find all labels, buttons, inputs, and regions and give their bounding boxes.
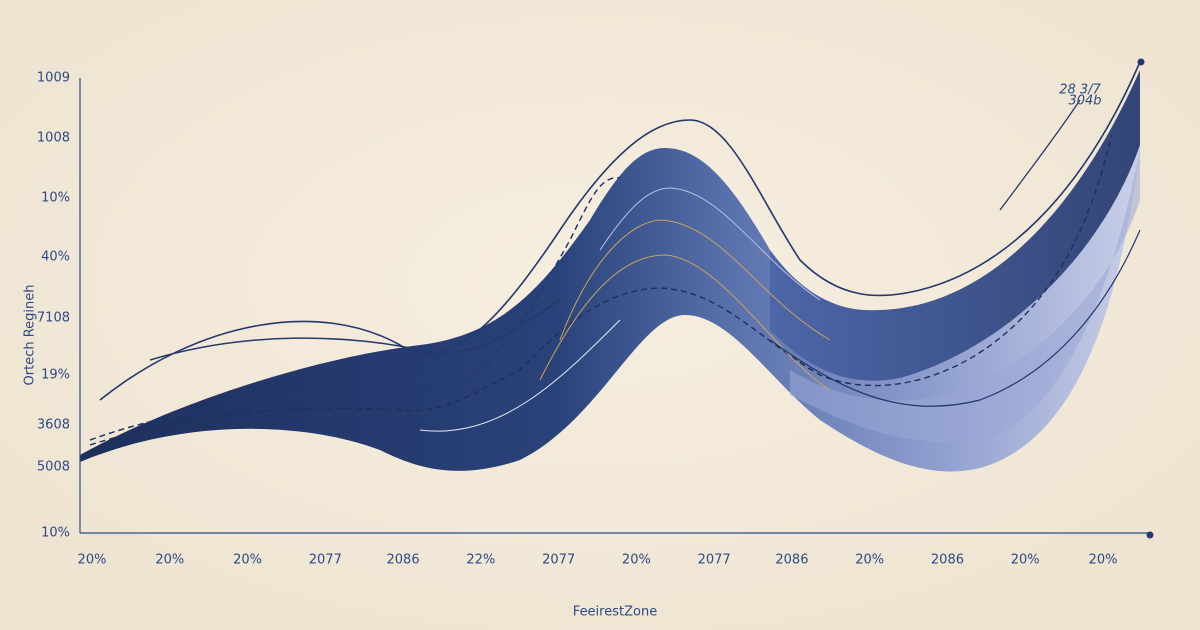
x-tick-label: 20%: [1011, 553, 1040, 568]
x-tick-label: 2086: [387, 553, 420, 568]
x-tick-label: 20%: [855, 553, 884, 568]
x-tick-label: 22%: [466, 553, 495, 568]
y-tick-label: 1008: [37, 131, 70, 146]
x-tick-label: 2086: [775, 553, 808, 568]
axis-dot: [1146, 531, 1154, 539]
x-tick-label: 2077: [309, 553, 342, 568]
band-layer: [790, 150, 1140, 442]
y-tick-label: 5008: [37, 460, 70, 475]
x-tick-label: 20%: [233, 553, 262, 568]
annotation: 304b: [1068, 94, 1101, 109]
y-tick-label: 10%: [41, 191, 70, 206]
curves: [89, 61, 1141, 446]
x-tick-label: 20%: [78, 553, 107, 568]
x-tick-label: 2077: [698, 553, 731, 568]
y-tick-label: 3608: [37, 418, 70, 433]
end-dot: [1137, 58, 1145, 66]
band-layer: [770, 70, 1140, 381]
y-tick-label: 10%: [41, 526, 70, 541]
y-tick-label: 7108: [37, 311, 70, 326]
y-tick-label: 1009: [37, 71, 70, 86]
y-tick-label: 40%: [41, 250, 70, 265]
x-axis-title: FeeirestZone: [573, 605, 657, 620]
annotation: 28 3/7: [1059, 83, 1101, 98]
x-tick-label: 20%: [622, 553, 651, 568]
x-tick-label: 2086: [931, 553, 964, 568]
y-tick-label: 19%: [41, 368, 70, 383]
x-tick-label: 20%: [155, 553, 184, 568]
x-tick-label: 2077: [542, 553, 575, 568]
y-axis-title: Ortech Regineh: [23, 285, 38, 386]
x-tick-label: 20%: [1089, 553, 1118, 568]
